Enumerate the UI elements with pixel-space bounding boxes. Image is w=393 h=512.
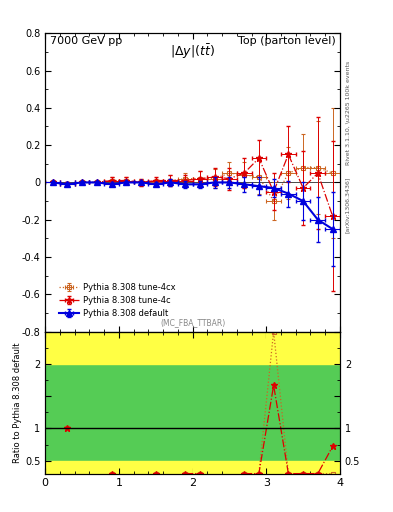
Bar — [193, 461, 207, 474]
Bar — [45, 461, 340, 474]
Bar — [193, 461, 207, 474]
Bar — [149, 461, 163, 474]
Text: [arXiv:1306.3436]: [arXiv:1306.3436] — [345, 177, 350, 233]
Text: $|\Delta y|(\mathit{t\bar{t}})$: $|\Delta y|(\mathit{t\bar{t}})$ — [170, 42, 215, 61]
Bar — [281, 461, 296, 474]
Bar — [296, 461, 310, 474]
Bar — [178, 461, 193, 474]
Bar — [104, 461, 119, 474]
Bar — [45, 332, 340, 474]
Bar — [178, 461, 193, 474]
Bar — [237, 461, 252, 474]
Bar — [252, 461, 266, 474]
Bar — [237, 461, 252, 474]
Bar — [45, 332, 340, 364]
Bar — [104, 461, 119, 474]
Bar — [310, 461, 325, 474]
Text: 7000 GeV pp: 7000 GeV pp — [50, 36, 122, 46]
Text: Rivet 3.1.10, \u2265 100k events: Rivet 3.1.10, \u2265 100k events — [345, 60, 350, 165]
Bar — [266, 332, 281, 364]
Y-axis label: Ratio to Pythia 8.308 default: Ratio to Pythia 8.308 default — [13, 343, 22, 463]
Text: Top (parton level): Top (parton level) — [238, 36, 336, 46]
Bar — [325, 461, 340, 474]
Legend: Pythia 8.308 tune-4cx, Pythia 8.308 tune-4c, Pythia 8.308 default: Pythia 8.308 tune-4cx, Pythia 8.308 tune… — [55, 280, 179, 322]
Bar — [149, 461, 163, 474]
Text: (MC_FBA_TTBAR): (MC_FBA_TTBAR) — [160, 318, 225, 327]
Bar — [252, 461, 266, 474]
Bar — [296, 461, 310, 474]
Bar — [310, 461, 325, 474]
Bar — [281, 461, 296, 474]
